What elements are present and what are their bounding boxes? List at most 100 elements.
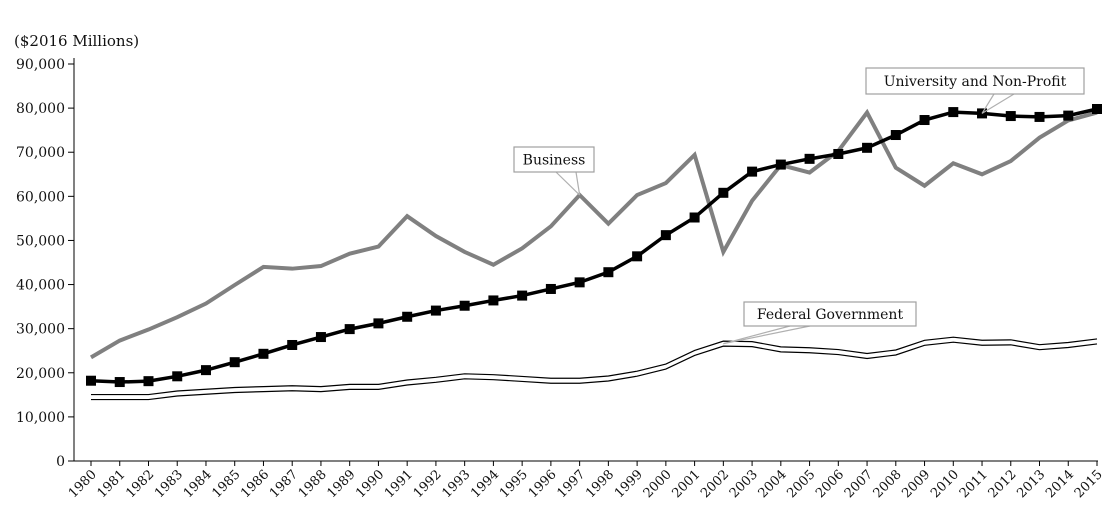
x-tick-label: 2001: [669, 467, 703, 501]
x-tick-label: 1999: [612, 467, 646, 501]
data-point-marker: [200, 365, 211, 376]
data-point-marker: [862, 142, 873, 153]
data-point-marker: [287, 339, 298, 350]
data-point-marker: [603, 267, 614, 278]
data-point-marker: [660, 230, 671, 241]
data-point-marker: [890, 130, 901, 141]
x-tick-label: 1993: [439, 467, 473, 501]
x-tick-label: 2008: [871, 467, 905, 501]
x-tick-label: 2002: [698, 467, 732, 501]
x-tick-label: 1987: [267, 467, 301, 501]
y-tick-label: 70,000: [16, 145, 65, 161]
data-point-marker: [459, 300, 470, 311]
x-tick-label: 2004: [756, 467, 790, 501]
data-point-marker: [804, 153, 815, 164]
x-tick-label: 2010: [928, 467, 962, 501]
x-tick-label: 2003: [727, 467, 761, 501]
annotation-label: Business: [523, 153, 586, 169]
data-point-marker: [373, 318, 384, 329]
data-point-marker: [1005, 111, 1016, 122]
y-tick-label: 40,000: [16, 278, 65, 294]
data-point-marker: [114, 377, 125, 388]
x-tick-label: 1985: [210, 467, 244, 501]
x-tick-label: 2006: [813, 467, 847, 501]
y-tick-label: 90,000: [16, 57, 65, 73]
x-tick-label: 1996: [526, 467, 560, 501]
annotation-leader: [723, 325, 811, 345]
data-point-marker: [488, 295, 499, 306]
data-point-marker: [919, 115, 930, 126]
x-tick-label: 1990: [353, 467, 387, 501]
data-point-marker: [1034, 111, 1045, 122]
annotation-leader: [981, 93, 1015, 114]
annotation-leader: [723, 325, 791, 345]
x-tick-label: 1992: [411, 467, 445, 501]
data-point-marker: [574, 277, 585, 288]
series-business: [89, 108, 1098, 360]
data-point-marker: [747, 166, 758, 177]
data-point-marker: [632, 251, 643, 262]
x-tick-label: 1986: [238, 467, 272, 501]
x-tick-label: 2000: [641, 467, 675, 501]
x-tick-label: 1981: [95, 467, 129, 501]
annotation-callout: Federal Government: [723, 301, 917, 345]
y-tick-label: 10,000: [16, 410, 65, 426]
annotation-leader: [981, 93, 995, 114]
data-point-marker: [430, 305, 441, 316]
data-point-marker: [143, 376, 154, 387]
x-tick-label: 1984: [181, 467, 215, 501]
data-point-marker: [775, 159, 786, 170]
y-tick-label: 30,000: [16, 322, 65, 338]
x-tick-label: 2007: [842, 467, 876, 501]
data-point-marker: [172, 371, 183, 382]
axes: 0 10,000 20,000 30,000 40,000 50,000 60,000 70,…: [16, 57, 1102, 501]
data-point-marker: [833, 148, 844, 159]
annotation-box: [743, 301, 917, 327]
x-tick-label: 1983: [152, 467, 186, 501]
data-point-marker: [86, 375, 96, 386]
y-tick-label: 50,000: [16, 233, 65, 249]
y-axis-unit-label: ($2016 Millions): [14, 32, 139, 50]
x-tick-label: 2009: [899, 467, 933, 501]
x-tick-label: 1997: [554, 467, 588, 501]
data-point-marker: [948, 107, 959, 118]
data-point-marker: [402, 311, 413, 322]
annotation-box: [865, 67, 1085, 95]
x-tick-label: 1982: [123, 467, 157, 501]
data-point-marker: [344, 324, 355, 335]
x-tick-label: 1991: [382, 467, 416, 501]
series-line: [89, 108, 1098, 360]
data-point-marker: [718, 187, 729, 198]
x-tick-label: 2013: [1014, 467, 1048, 501]
y-tick-label: 80,000: [16, 101, 65, 117]
x-tick-label: 2005: [784, 467, 818, 501]
annotation-callout: University and Non-Profit: [865, 67, 1085, 114]
x-tick-label: 1980: [66, 467, 100, 501]
x-tick-label: 1998: [583, 467, 617, 501]
x-tick-label: 1989: [325, 467, 359, 501]
series-line-upper: [91, 336, 1098, 396]
x-tick-label: 2012: [986, 467, 1020, 501]
x-tick-label: 2015: [1072, 467, 1102, 501]
annotation-label: Federal Government: [757, 307, 904, 323]
x-tick-label: 1995: [497, 467, 531, 501]
series-line-lower: [91, 341, 1098, 401]
data-point-marker: [315, 332, 326, 343]
data-point-marker: [1092, 103, 1102, 114]
series-layer: [86, 103, 1102, 401]
annotation-label: University and Non-Profit: [884, 74, 1067, 90]
data-point-marker: [517, 290, 528, 301]
data-point-marker: [258, 348, 269, 359]
x-tick-label: 2011: [957, 467, 991, 501]
x-tick-label: 1994: [468, 467, 502, 501]
annotation-leader: [575, 171, 581, 196]
annotation-callout: Business: [513, 146, 595, 196]
y-tick-label: 20,000: [16, 366, 65, 382]
annotation-box: [513, 146, 595, 173]
data-point-marker: [229, 357, 240, 368]
annotation-layer: University and Non-Profit Business Federal…: [513, 67, 1085, 345]
y-tick-label: 0: [56, 454, 65, 470]
annotation-leader: [555, 171, 581, 196]
